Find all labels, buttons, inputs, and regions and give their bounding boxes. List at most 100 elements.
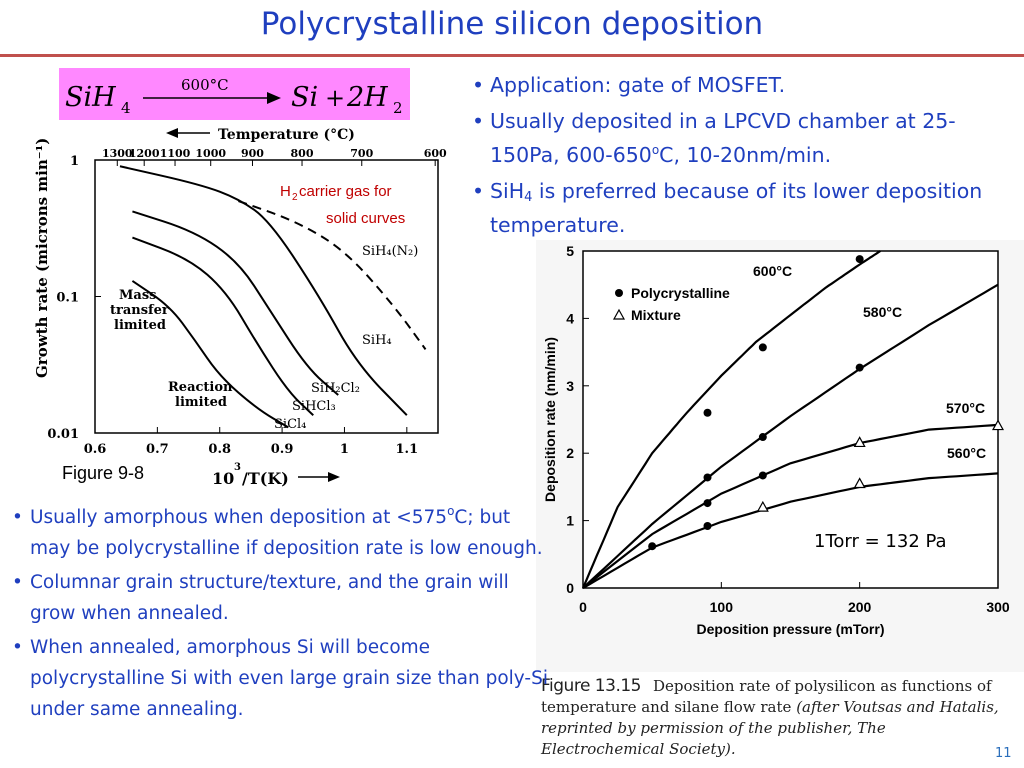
x-tick-label: 200 xyxy=(848,599,872,615)
list-item: • Usually deposited in a LPCVD chamber at… xyxy=(470,104,1018,172)
bullet-glyph: • xyxy=(472,109,485,133)
x-axis-label-base: 10 xyxy=(212,469,234,488)
legend-label: Mixture xyxy=(631,307,681,323)
y-axis-label: Growth rate (microns min⁻¹) xyxy=(33,138,51,378)
data-point xyxy=(703,408,712,417)
data-point xyxy=(703,499,712,508)
y-axis-label: Deposition rate (nm/min) xyxy=(542,337,558,502)
x-tick-label: 300 xyxy=(986,599,1010,615)
caption-text: Deposition rate of polysilicon as functi… xyxy=(541,677,992,716)
y-tick-label: 2 xyxy=(566,445,574,461)
list-item: • Columnar grain structure/texture, and t… xyxy=(10,567,555,629)
data-point xyxy=(758,433,767,442)
figure-13-15-caption: Figure 13.15 Deposition rate of polysilic… xyxy=(541,676,1011,760)
bullet-text: Columnar grain structure/texture, and th… xyxy=(30,572,509,624)
degree-sup: o xyxy=(651,143,660,157)
series-line xyxy=(238,200,427,350)
series-line xyxy=(131,280,289,429)
x-axis-label-sup: 3 xyxy=(234,462,241,473)
x-tick-label: 100 xyxy=(710,599,734,615)
page-title: Polycrystalline silicon deposition xyxy=(260,6,764,42)
series-label: 600°C xyxy=(753,263,792,279)
data-point xyxy=(703,473,712,482)
y-tick-label: 1 xyxy=(70,154,79,169)
legend-marker xyxy=(615,289,623,297)
x-tick-label: 1.1 xyxy=(396,442,419,457)
temperature-axis-label: Temperature (°C) xyxy=(218,127,355,143)
list-item: • Usually amorphous when deposition at <5… xyxy=(10,502,555,564)
equation-product-sub: 2 xyxy=(393,99,403,117)
equation-reactant-sub: 4 xyxy=(121,99,131,117)
equation-graphic: SiH 4 600°C Si + 2H 2 xyxy=(65,76,403,117)
equation-product-si: Si xyxy=(291,82,318,113)
x-axis-label-rest: /T(K) xyxy=(242,469,289,488)
temperature-tick-label: 1000 xyxy=(195,147,226,160)
equation-plus: + xyxy=(325,84,345,112)
bullet-glyph: • xyxy=(472,179,485,203)
temperature-tick-label: 600 xyxy=(424,147,447,160)
series-line xyxy=(119,165,408,416)
bullet-text-end: is preferred because of its lower deposi… xyxy=(490,179,983,237)
x-axis-arrow-head xyxy=(328,472,340,482)
series-label-sicl4: SiCl₄ xyxy=(274,417,306,432)
bullet-text-end: C; but may be polycrystalline if deposit… xyxy=(30,507,543,559)
x-tick-label: 0.8 xyxy=(208,442,231,457)
legend-marker xyxy=(612,308,626,320)
bullet-glyph: • xyxy=(12,507,23,528)
bullet-text: Usually amorphous when deposition at <57… xyxy=(30,507,448,528)
deposition-rate-chart: 0 100 200 300 0 1 2 3 4 5 Deposition pressure (mTo… xyxy=(536,240,1024,672)
mass-transfer-label-3: limited xyxy=(114,318,166,333)
x-axis-label: Deposition pressure (mTorr) xyxy=(697,621,885,637)
caption-citation: (after Voutsas and Hatalis, reprinted by… xyxy=(541,698,999,758)
equation-condition: 600°C xyxy=(181,76,229,94)
y-tick-label: 4 xyxy=(566,310,574,326)
series-label-sih4: SiH₄ xyxy=(362,333,392,348)
h2-note-text: carrier gas for xyxy=(299,183,392,200)
plot-frame xyxy=(582,250,999,589)
series-label: 570°C xyxy=(946,400,985,416)
x-tick-label: 1 xyxy=(340,442,349,457)
h2-carrier-note: H 2 carrier gas for solid curves xyxy=(280,183,405,227)
x-tick-label: 0.6 xyxy=(84,442,107,457)
temperature-tick-label: 900 xyxy=(241,147,264,160)
reaction-equation: SiH 4 600°C Si + 2H 2 xyxy=(59,68,410,120)
pressure-conversion-note: 1Torr = 132 Pa xyxy=(814,531,947,552)
series-label: 580°C xyxy=(863,304,902,320)
x-tick-label: 0.7 xyxy=(146,442,169,457)
mass-transfer-label-2: transfer xyxy=(110,303,169,318)
data-point xyxy=(991,419,1005,431)
legend-label: Polycrystalline xyxy=(631,285,730,301)
data-point xyxy=(758,471,767,480)
bullet-text: Application: gate of MOSFET. xyxy=(490,73,786,97)
temperature-tick-label: 1200 xyxy=(129,147,160,160)
list-item: • Application: gate of MOSFET. xyxy=(470,68,1018,102)
bullet-text: Usually deposited in a LPCVD chamber at … xyxy=(490,109,956,167)
title-divider xyxy=(0,54,1024,57)
temperature-tick-label: 700 xyxy=(350,147,373,160)
bullet-text-end: C, 10-20nm/min. xyxy=(659,143,832,167)
bullet-glyph: • xyxy=(12,637,23,658)
data-point xyxy=(855,255,864,264)
series-label-sihcl3: SiHCl₃ xyxy=(292,399,336,414)
page-number: 11 xyxy=(995,746,1012,761)
list-item: • SiH4 is preferred because of its lower … xyxy=(470,174,1018,242)
y-tick-label: 5 xyxy=(566,243,574,259)
series-line xyxy=(582,423,999,589)
data-point xyxy=(756,500,769,512)
y-tick-label: 0 xyxy=(566,580,574,596)
x-tick-label: 0 xyxy=(579,599,587,615)
y-tick-label: 3 xyxy=(566,378,574,394)
reaction-limited-label-1: Reaction xyxy=(168,380,233,395)
reaction-limited-label-2: limited xyxy=(175,395,227,410)
degree-sup: o xyxy=(447,504,455,518)
temperature-arrow-head xyxy=(166,128,178,138)
bullet-text: When annealed, amorphous Si will become … xyxy=(30,637,548,720)
mass-transfer-label-1: Mass xyxy=(119,288,156,303)
figure-caption: Figure 9-8 xyxy=(62,463,144,483)
data-point xyxy=(853,477,866,489)
temperature-tick-label: 1300 xyxy=(102,147,133,160)
left-bullet-list: • Usually amorphous when deposition at <5… xyxy=(10,502,555,728)
bullet-glyph: • xyxy=(472,73,485,97)
series-label-sih2cl2: SiH₂Cl₂ xyxy=(311,381,360,396)
